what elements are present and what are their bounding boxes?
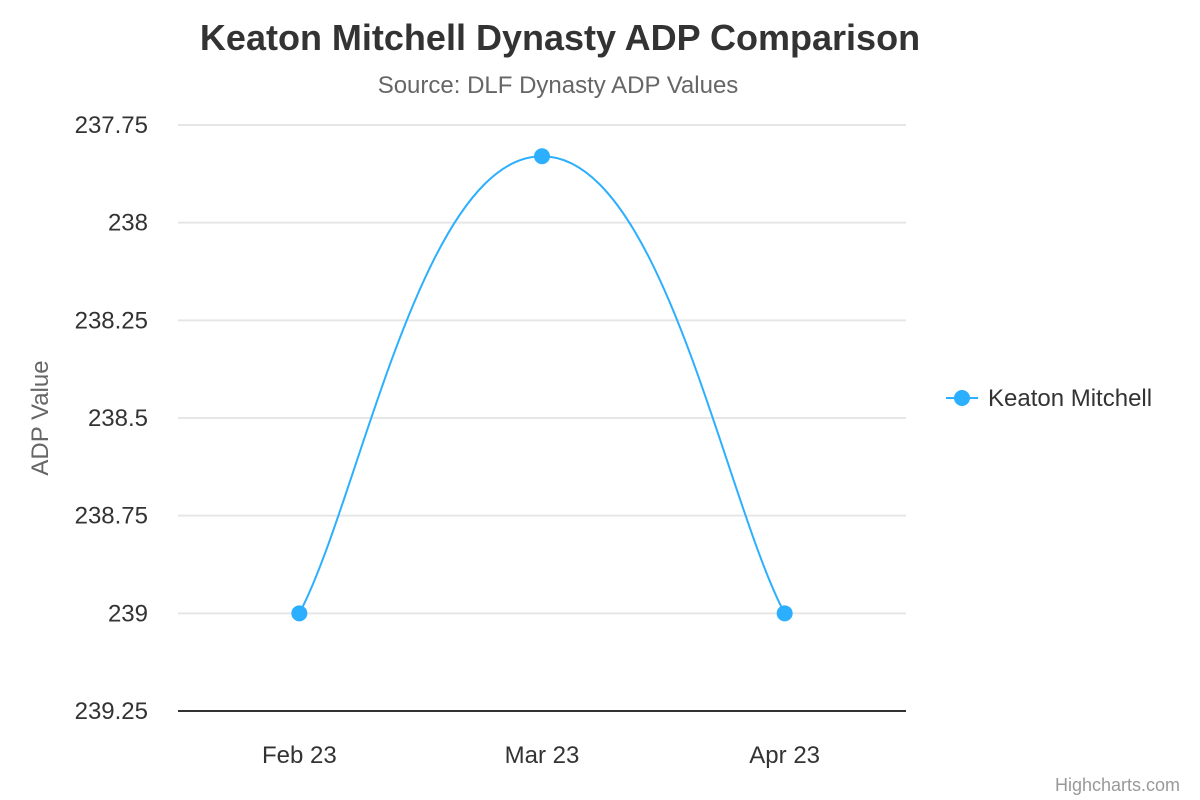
y-tick-label: 238.75 [75,503,148,530]
y-tick-label: 238.25 [75,307,148,334]
legend-marker-icon [954,390,970,406]
x-tick-label: Apr 23 [749,742,820,769]
y-tick-label: 239 [108,600,148,627]
y-tick-label: 238 [108,210,148,237]
data-point[interactable] [291,605,308,622]
legend[interactable]: Keaton Mitchell [946,385,1152,412]
chart-subtitle: Source: DLF Dynasty ADP Values [378,72,739,99]
series-keaton-mitchell[interactable] [291,148,793,622]
y-axis-label: ADP Value [27,360,54,475]
series-line[interactable] [298,155,786,614]
credits-link[interactable]: Highcharts.com [1055,775,1180,795]
chart-title: Keaton Mitchell Dynasty ADP Comparison [200,17,920,58]
y-tick-label: 238.5 [88,405,148,432]
y-axis-ticks: 237.75 238 238.25 238.5 238.75 239 239.25 [75,112,148,725]
x-axis-ticks: Feb 23 Mar 23 Apr 23 [262,742,820,769]
y-tick-label: 239.25 [75,698,148,725]
legend-item-keaton-mitchell[interactable]: Keaton Mitchell [988,385,1152,412]
x-tick-label: Mar 23 [505,742,580,769]
data-point[interactable] [534,148,550,165]
gridlines [178,124,906,615]
x-tick-label: Feb 23 [262,742,337,769]
y-tick-label: 237.75 [75,112,148,139]
data-point[interactable] [776,605,793,622]
